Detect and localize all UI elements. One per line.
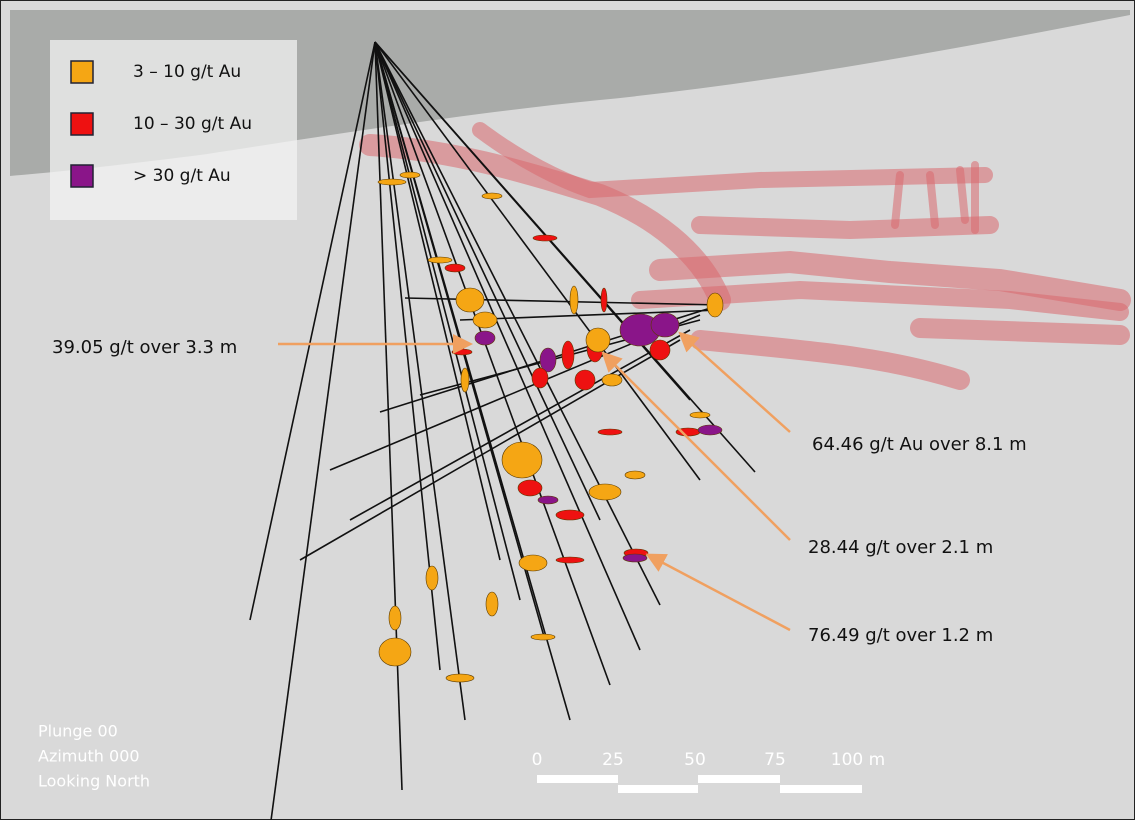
- intercept: [570, 286, 578, 314]
- scale-label: 100 m: [831, 750, 885, 770]
- intercept: [531, 634, 555, 640]
- intercept: [426, 566, 438, 590]
- intercept: [456, 288, 484, 312]
- intercept: [556, 557, 584, 563]
- intercept: [461, 368, 469, 392]
- legend-swatch: [71, 113, 93, 135]
- intercept: [586, 328, 610, 352]
- scale-label: 50: [684, 750, 706, 770]
- annotation-label: 39.05 g/t over 3.3 m: [52, 337, 237, 358]
- intercept: [518, 480, 542, 496]
- intercept: [556, 510, 584, 520]
- annotation-label: 64.46 g/t Au over 8.1 m: [812, 434, 1027, 455]
- intercept: [445, 264, 465, 272]
- view-line: Plunge 00: [38, 722, 118, 741]
- intercept: [598, 429, 622, 435]
- intercept: [400, 172, 420, 178]
- scale-label: 75: [764, 750, 786, 770]
- intercept: [698, 425, 722, 435]
- intercept: [533, 235, 557, 241]
- intercept: [389, 606, 401, 630]
- legend-label: 3 – 10 g/t Au: [133, 62, 241, 82]
- intercept: [473, 312, 497, 328]
- view-line: Looking North: [38, 772, 150, 791]
- intercept: [378, 179, 406, 185]
- intercept: [575, 370, 595, 390]
- legend-label: > 30 g/t Au: [133, 166, 231, 186]
- scale-label: 25: [602, 750, 624, 770]
- intercept: [602, 374, 622, 386]
- intercept: [589, 484, 621, 500]
- intercept: [532, 368, 548, 388]
- intercept: [625, 471, 645, 479]
- intercept: [601, 288, 607, 312]
- annotation-label: 76.49 g/t over 1.2 m: [808, 625, 993, 646]
- intercept: [650, 340, 670, 360]
- intercept: [379, 638, 411, 666]
- scale-segment: [618, 785, 698, 793]
- intercept: [690, 412, 710, 418]
- annotation-label: 28.44 g/t over 2.1 m: [808, 537, 993, 558]
- intercept: [475, 331, 495, 345]
- intercept: [651, 313, 679, 337]
- intercept: [707, 293, 723, 317]
- intercept: [623, 554, 647, 562]
- legend-swatch: [71, 165, 93, 187]
- legend-swatch: [71, 61, 93, 83]
- intercept: [538, 496, 558, 504]
- intercept: [519, 555, 547, 571]
- intercept: [446, 674, 474, 682]
- view-line: Azimuth 000: [38, 747, 140, 766]
- section-view: 3 – 10 g/t Au 10 – 30 g/t Au > 30 g/t Au 3…: [0, 0, 1135, 820]
- scale-segment: [780, 785, 862, 793]
- intercept: [562, 341, 574, 369]
- intercept: [428, 257, 452, 263]
- intercept: [502, 442, 542, 478]
- scale-label: 0: [532, 750, 543, 770]
- intercept: [452, 349, 472, 355]
- scale-segment: [537, 775, 618, 783]
- legend-label: 10 – 30 g/t Au: [133, 114, 252, 134]
- scale-segment: [698, 775, 780, 783]
- intercept: [482, 193, 502, 199]
- intercept: [486, 592, 498, 616]
